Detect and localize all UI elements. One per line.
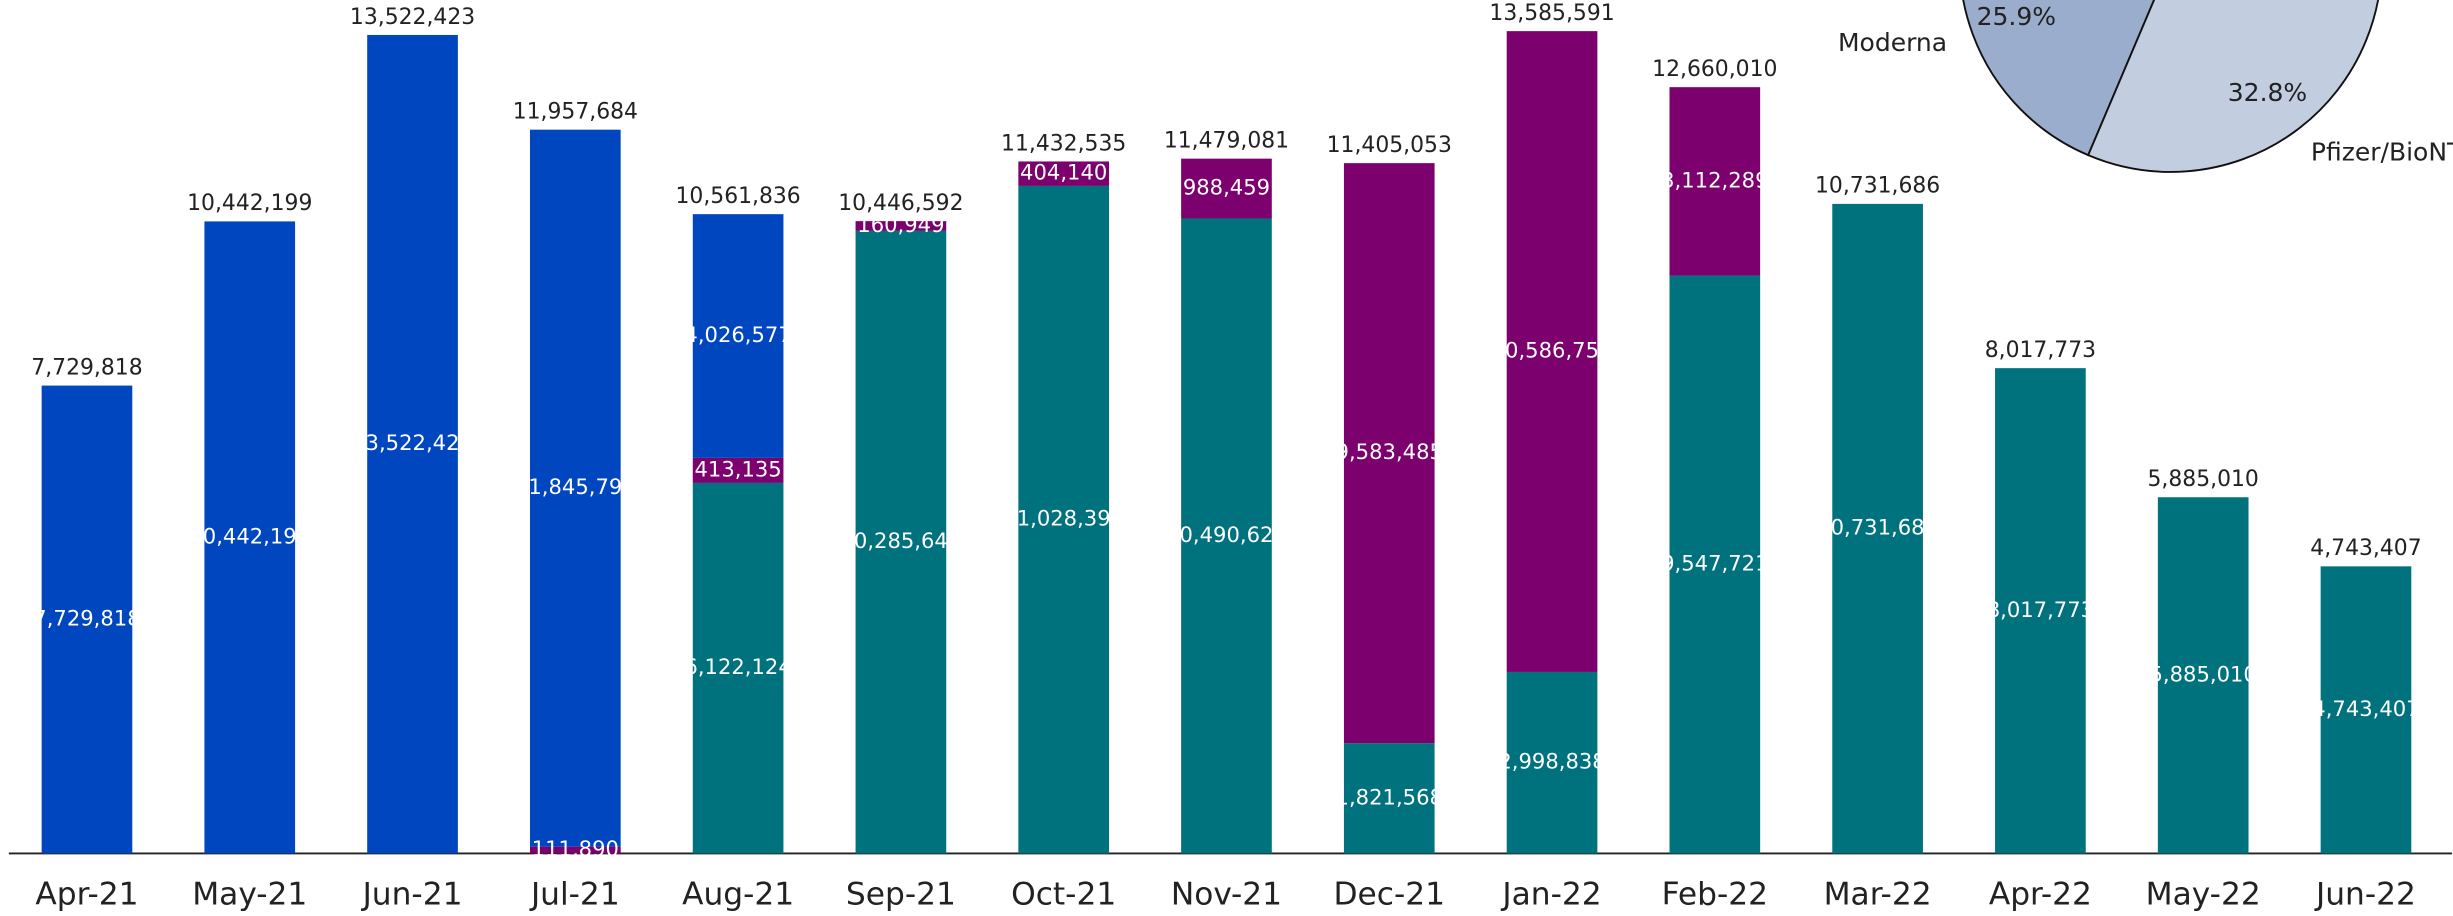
bar-segment: [1669, 87, 1761, 276]
bar-segment: [692, 482, 784, 854]
bar-segment: [1181, 218, 1272, 854]
segment-label: 3,112,289: [1661, 167, 1768, 192]
x-tick-label: Oct-21: [1011, 877, 1116, 913]
x-tick-label: Nov-21: [1171, 877, 1282, 913]
segment-label: 4,743,407: [2312, 696, 2419, 721]
bar-segment: [1343, 743, 1435, 854]
x-tick-label: Dec-21: [1333, 877, 1445, 913]
bar-segment: [855, 230, 947, 854]
segment-label: 10,442,199: [189, 523, 310, 548]
segment-label: 11,845,794: [515, 474, 636, 499]
total-label: 10,442,199: [187, 191, 312, 216]
segment-label: 1,821,568: [1336, 784, 1443, 809]
pie-slice: [1962, 0, 2156, 157]
segment-label: 160,949: [857, 212, 944, 237]
bar-segment: [1181, 158, 1272, 219]
total-label: 11,479,081: [1164, 128, 1289, 153]
total-label: 11,405,053: [1327, 133, 1452, 158]
bar-segment: [2157, 497, 2249, 854]
bar-segment: [529, 129, 621, 847]
bar-segment: [204, 221, 296, 854]
x-tick-label: May-21: [192, 877, 307, 913]
segment-label: 10,731,686: [1817, 515, 1938, 540]
x-tick-label: Apr-22: [1989, 877, 2092, 913]
x-tick-label: Sep-21: [846, 877, 956, 913]
segment-label: 10,285,643: [841, 528, 962, 553]
bar-segment: [1506, 31, 1598, 672]
segment-label: 13,522,423: [352, 430, 473, 455]
segment-label: 10,586,753: [1492, 338, 1613, 363]
total-label: 11,957,684: [513, 99, 638, 124]
x-tick-label: Jan-22: [1500, 877, 1601, 913]
x-tick-label: Apr-21: [35, 877, 138, 913]
segment-label: 5,885,010: [2150, 661, 2257, 686]
x-tick-label: Feb-22: [1662, 877, 1768, 913]
slice-name-label: Moderna: [1838, 28, 1947, 57]
x-tick-label: May-22: [2146, 877, 2261, 913]
bar-segment: [1018, 185, 1110, 854]
segment-label: 404,140: [1020, 160, 1107, 185]
bar-segment: [1506, 671, 1598, 854]
bar-segment: [1832, 203, 1923, 854]
segment-label: 111,890: [532, 836, 619, 861]
segment-label: 9,583,485: [1336, 439, 1443, 464]
x-tick-label: Jun-21: [361, 877, 463, 913]
total-label: 7,729,818: [31, 355, 142, 380]
bar-segment: [1018, 161, 1110, 186]
total-label: 11,432,535: [1001, 131, 1126, 156]
bar-segment: [1343, 163, 1435, 744]
slice-value-label: 25.9%: [1977, 2, 2056, 31]
bar-segment: [692, 214, 784, 458]
segment-label: 8,017,773: [1987, 597, 2094, 622]
x-tick-label: Mar-22: [1824, 877, 1932, 913]
total-label: 10,561,836: [675, 184, 800, 209]
total-label: 10,446,592: [838, 191, 963, 216]
bar-segment: [367, 34, 458, 854]
x-tick-label: Jul-21: [529, 877, 620, 913]
segment-label: 2,998,838: [1498, 749, 1605, 774]
segment-label: 988,459: [1183, 175, 1270, 200]
slice-value-label: 32.8%: [2228, 78, 2307, 107]
total-label: 8,017,773: [1985, 338, 2096, 363]
segment-label: 7,729,818: [33, 606, 140, 631]
slice-name-label: Pfizer/BioNTech: [2311, 138, 2453, 167]
bar-segment: [41, 385, 133, 854]
bar-segment: [2320, 566, 2412, 854]
bar-segment: [692, 457, 784, 483]
total-label: 4,743,407: [2310, 536, 2421, 561]
x-tick-label: Jun-22: [2314, 877, 2416, 913]
x-tick-label: Aug-21: [682, 877, 794, 913]
segment-label: 10,490,622: [1166, 522, 1287, 547]
bar-segment: [1995, 368, 2086, 854]
segment-label: 413,135: [694, 456, 781, 481]
segment-label: 9,547,721: [1661, 551, 1768, 576]
total-label: 12,660,010: [1652, 57, 1777, 82]
segment-label: 4,026,577: [684, 322, 791, 347]
bar-segment: [855, 221, 947, 231]
segment-label: 11,028,395: [1003, 506, 1124, 531]
total-label: 13,585,591: [1489, 1, 1614, 26]
pie-slice: [2086, 0, 2379, 173]
bar-segment: [529, 846, 621, 854]
total-label: 10,731,686: [1815, 174, 1940, 199]
total-label: 5,885,010: [2148, 467, 2259, 492]
segment-label: 6,122,124: [684, 654, 791, 679]
total-label: 13,522,423: [350, 5, 475, 30]
bar-segment: [1669, 275, 1761, 854]
